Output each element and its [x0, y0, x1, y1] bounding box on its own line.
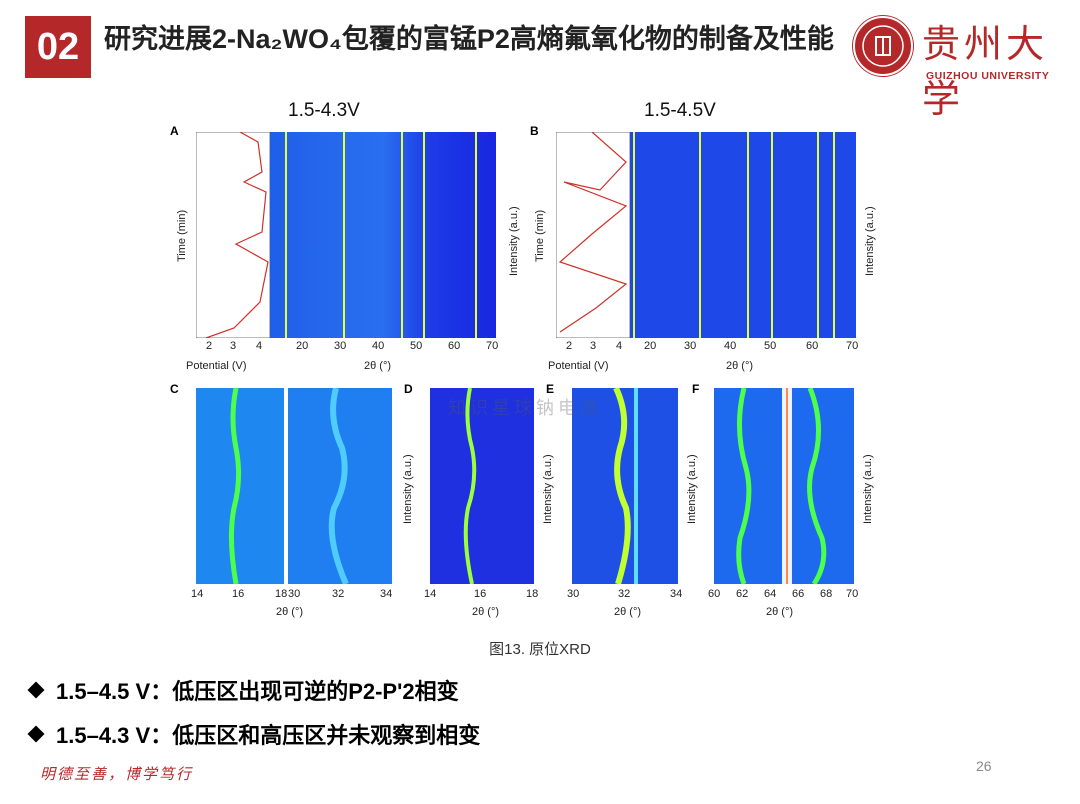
diamond-bullet-icon — [27, 725, 45, 743]
slide-title: 研究进展2-Na₂WO₄包覆的富锰P2高熵氟氧化物的制备及性能 — [104, 24, 834, 54]
panel-a-xtick: 3 — [230, 340, 237, 352]
panel-b-xtick: 3 — [590, 340, 597, 352]
panel-b-map-xtick: 30 — [684, 340, 697, 352]
panel-b-map-xtick: 70 — [846, 340, 859, 352]
panel-letter-b: B — [530, 124, 539, 138]
panel-b-xlabel: Potential (V) — [548, 360, 609, 372]
panel-letter-d: D — [404, 382, 413, 396]
university-name-cn: 贵州大学 — [922, 22, 1049, 121]
panel-e-xtick: 30 — [567, 588, 580, 600]
panel-b-ylabel-right: Intensity (a.u.) — [864, 206, 876, 276]
panel-b-map-xtick: 40 — [724, 340, 737, 352]
panel-f-ylabel-right: Intensity (a.u.) — [862, 454, 874, 524]
bullet-item: 1.5–4.3 V：低压区和高压区并未观察到相变 — [27, 718, 481, 750]
motto: 明德至善，博学笃行 — [40, 765, 194, 783]
panel-b-ylabel-left: Intensity (a.u.) — [508, 206, 520, 276]
university-name-en: GUIZHOU UNIVERSITY — [926, 70, 1050, 82]
panel-a-map-xtick: 60 — [448, 340, 461, 352]
panel-f-xtick: 62 — [736, 588, 749, 600]
panel-b-xtick: 4 — [616, 340, 623, 352]
panel-e-xtick: 34 — [670, 588, 683, 600]
panel-b-map-xlabel: 2θ (°) — [726, 360, 754, 372]
range-label-right: 1.5-4.5V — [644, 100, 716, 121]
panel-c-xtick: 32 — [332, 588, 345, 600]
panel-b-xtick: 2 — [566, 340, 573, 352]
panel-c-xtick: 14 — [191, 588, 204, 600]
panel-f-xtick: 68 — [820, 588, 833, 600]
panel-c-xlabel: 2θ (°) — [276, 606, 304, 618]
panel-letter-a: A — [170, 124, 179, 138]
panel-a-xtick: 2 — [206, 340, 213, 352]
panel-f-xtick: 64 — [764, 588, 777, 600]
panel-e-ylabel: Intensity (a.u.) — [542, 454, 554, 524]
panel-a-xlabel: Potential (V) — [186, 360, 247, 372]
panel-f-xtick: 70 — [846, 588, 859, 600]
panel-d-xtick: 14 — [424, 588, 437, 600]
panel-d-xtick: 18 — [526, 588, 539, 600]
panel-a-xtick: 4 — [256, 340, 263, 352]
panel-a-map-xtick: 70 — [486, 340, 499, 352]
panel-c-plot — [196, 388, 392, 584]
panel-e-xtick: 32 — [618, 588, 631, 600]
panel-b-map-xtick: 20 — [644, 340, 657, 352]
panel-c-xtick: 18 — [275, 588, 288, 600]
panel-letter-f: F — [692, 382, 700, 396]
bullet-text: 1.5–4.5 V：低压区出现可逆的P2-P'2相变 — [56, 679, 459, 704]
panel-e-xlabel: 2θ (°) — [614, 606, 642, 618]
bullet-text: 1.5–4.3 V：低压区和高压区并未观察到相变 — [56, 723, 481, 748]
panel-a-ylabel: Time (min) — [176, 209, 188, 262]
panel-e-plot — [572, 388, 678, 584]
panel-letter-e: E — [546, 382, 555, 396]
panel-f-plot — [714, 388, 854, 584]
panel-a-map-xtick: 20 — [296, 340, 309, 352]
panel-d-xtick: 16 — [474, 588, 487, 600]
section-number-badge: 02 — [25, 16, 91, 78]
panel-c-xtick: 34 — [380, 588, 393, 600]
panel-d-ylabel: Intensity (a.u.) — [402, 454, 414, 524]
panel-b-ylabel: Time (min) — [534, 209, 546, 262]
panel-f-xtick: 60 — [708, 588, 721, 600]
panel-a-plot — [196, 132, 496, 338]
figure-caption: 图13. 原位XRD — [489, 641, 591, 658]
panel-a-map-xlabel: 2θ (°) — [364, 360, 392, 372]
bullet-item: 1.5–4.5 V：低压区出现可逆的P2-P'2相变 — [27, 674, 459, 706]
panel-f-ylabel: Intensity (a.u.) — [686, 454, 698, 524]
panel-d-xlabel: 2θ (°) — [472, 606, 500, 618]
panel-letter-c: C — [170, 382, 179, 396]
range-label-left: 1.5-4.3V — [288, 100, 360, 121]
page-number: 26 — [976, 758, 992, 774]
panel-f-xtick: 66 — [792, 588, 805, 600]
panel-c-xtick: 30 — [288, 588, 301, 600]
panel-f-xlabel: 2θ (°) — [766, 606, 794, 618]
panel-b-map-xtick: 50 — [764, 340, 777, 352]
panel-b-map-xtick: 60 — [806, 340, 819, 352]
panel-a-map-xtick: 50 — [410, 340, 423, 352]
panel-a-map-xtick: 30 — [334, 340, 347, 352]
panel-d-plot — [430, 388, 534, 584]
watermark: 知识星球钠电派 — [448, 398, 602, 419]
university-seal-icon — [852, 15, 914, 77]
panel-b-plot — [556, 132, 856, 338]
panel-a-map-xtick: 40 — [372, 340, 385, 352]
diamond-bullet-icon — [27, 681, 45, 699]
panel-c-xtick: 16 — [232, 588, 245, 600]
